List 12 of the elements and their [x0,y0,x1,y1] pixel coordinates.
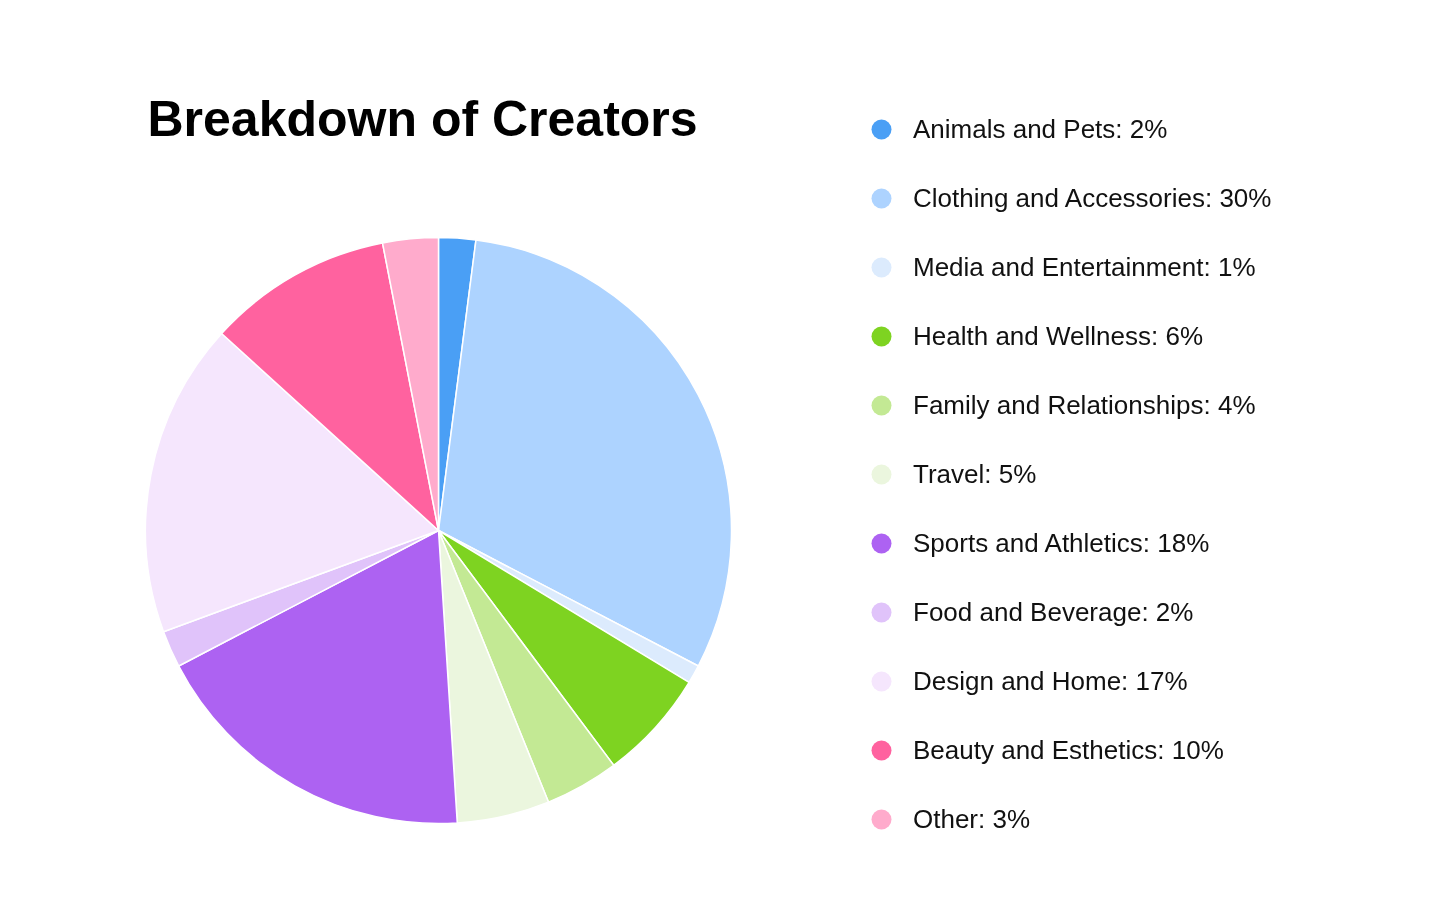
legend-label: Clothing and Accessories: 30% [913,181,1272,215]
legend-label: Health and Wellness: 6% [913,319,1204,353]
legend-label: Food and Beverage: 2% [913,595,1194,629]
legend-label: Family and Relationships: 4% [913,388,1256,422]
legend-label: Design and Home: 17% [913,664,1188,698]
legend-label: Beauty and Esthetics: 10% [913,733,1224,767]
legend-label: Media and Entertainment: 1% [913,250,1256,284]
legend-label: Travel: 5% [913,457,1037,491]
legend-label: Sports and Athletics: 18% [913,526,1210,560]
legend-label: Other: 3% [913,802,1031,836]
legend-label: Animals and Pets: 2% [913,112,1168,146]
chart-title: Breakdown of Creators [147,90,698,147]
